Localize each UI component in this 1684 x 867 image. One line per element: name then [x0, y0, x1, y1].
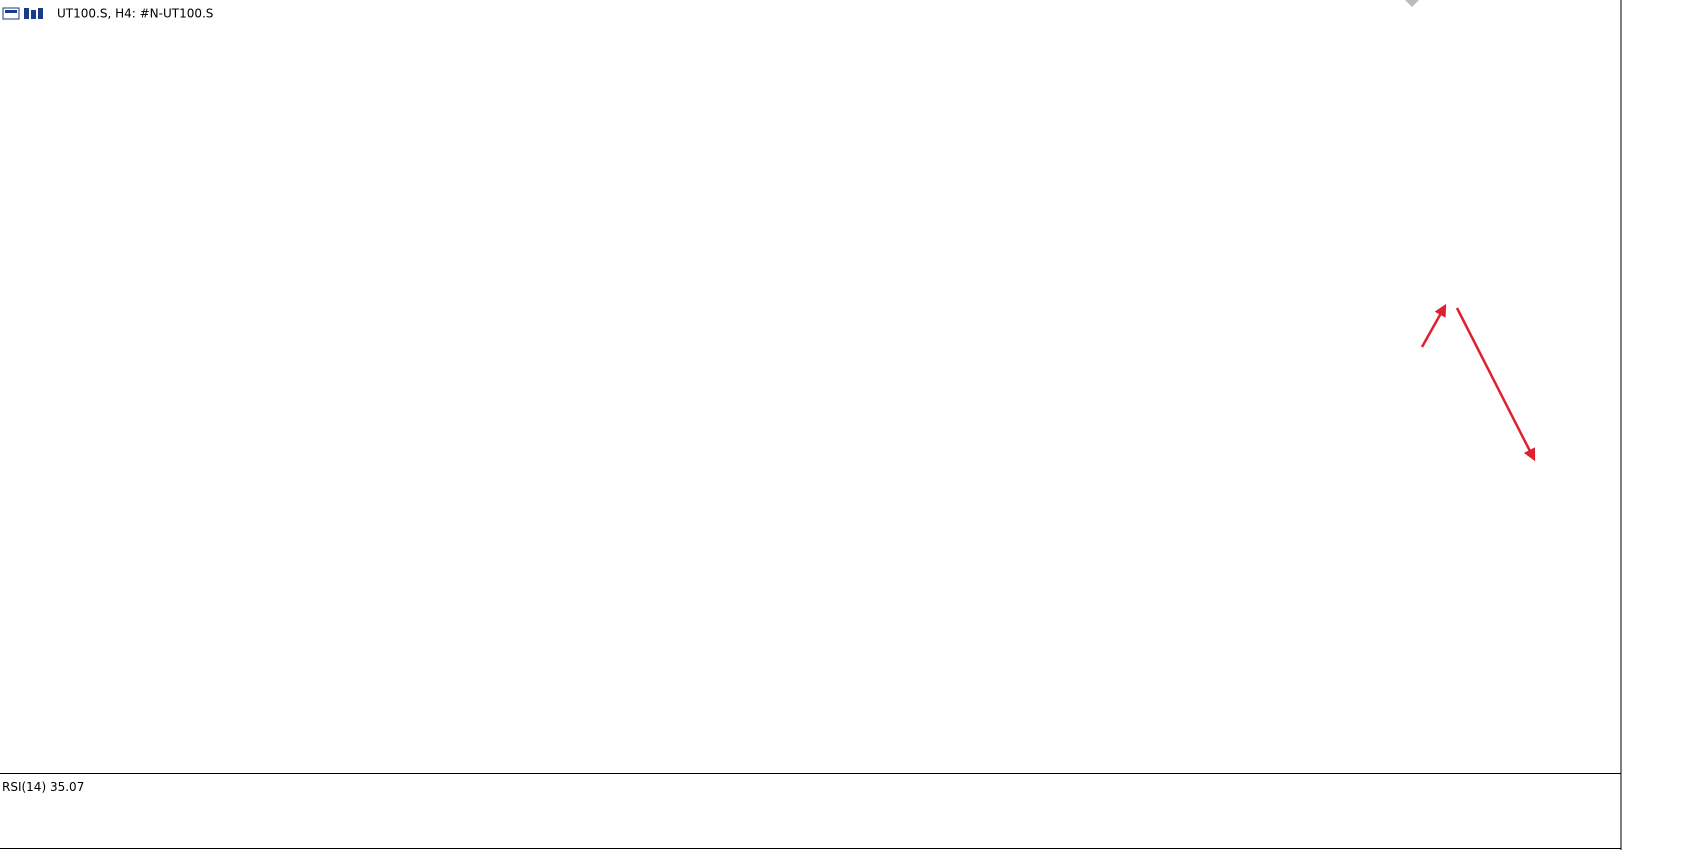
icon	[24, 8, 29, 19]
frame	[0, 0, 1622, 850]
icon	[31, 10, 36, 19]
shift-marker	[1405, 0, 1419, 7]
overlay: UT100.S, H4: #N-UT100.S RSI(14) 35.07	[0, 0, 1536, 794]
icon	[2, 7, 20, 20]
icon	[38, 8, 43, 19]
rsi-name: RSI(14)	[2, 780, 46, 794]
rsi-header: RSI(14) 35.07	[2, 780, 84, 794]
arrow-down	[1455, 307, 1536, 462]
rsi-last: 35.07	[50, 780, 84, 794]
chart-title: UT100.S, H4: #N-UT100.S	[57, 7, 213, 21]
icon	[5, 10, 17, 13]
arrow-up	[1420, 303, 1447, 348]
